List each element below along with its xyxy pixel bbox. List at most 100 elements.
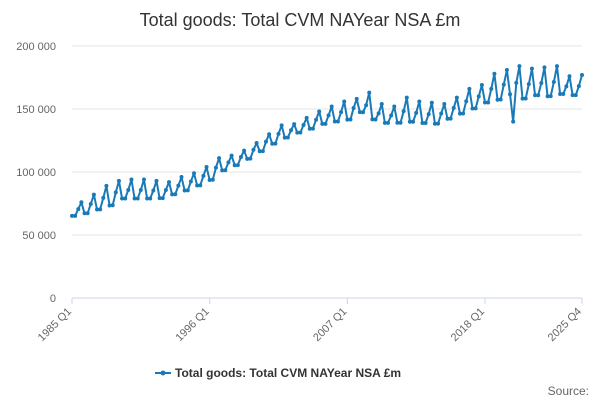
data-point[interactable]: [160, 196, 165, 201]
data-point[interactable]: [73, 213, 78, 218]
data-point[interactable]: [367, 90, 372, 95]
data-point[interactable]: [407, 119, 412, 124]
data-point[interactable]: [439, 111, 444, 116]
data-point[interactable]: [370, 117, 375, 122]
data-point[interactable]: [207, 178, 212, 183]
data-point[interactable]: [429, 100, 434, 105]
data-point[interactable]: [295, 130, 300, 135]
data-point[interactable]: [520, 96, 525, 101]
data-point[interactable]: [454, 95, 459, 100]
data-point[interactable]: [376, 111, 381, 116]
data-point[interactable]: [182, 188, 187, 193]
data-point[interactable]: [104, 183, 109, 188]
data-point[interactable]: [192, 171, 197, 176]
data-point[interactable]: [82, 211, 87, 216]
data-point[interactable]: [476, 94, 481, 99]
data-point[interactable]: [298, 130, 303, 135]
data-point[interactable]: [238, 155, 243, 160]
data-point[interactable]: [417, 99, 422, 104]
data-point[interactable]: [201, 173, 206, 178]
data-point[interactable]: [357, 110, 362, 115]
data-point[interactable]: [473, 106, 478, 111]
data-point[interactable]: [263, 139, 268, 144]
data-point[interactable]: [382, 120, 387, 125]
data-point[interactable]: [495, 97, 500, 102]
data-point[interactable]: [310, 126, 315, 131]
data-point[interactable]: [561, 92, 566, 97]
data-point[interactable]: [551, 80, 556, 85]
data-point[interactable]: [492, 71, 497, 76]
data-point[interactable]: [245, 156, 250, 161]
data-point[interactable]: [176, 183, 181, 188]
data-point[interactable]: [85, 211, 90, 216]
data-point[interactable]: [360, 110, 365, 115]
data-point[interactable]: [426, 112, 431, 117]
data-point[interactable]: [248, 156, 253, 161]
data-point[interactable]: [126, 187, 131, 192]
data-point[interactable]: [185, 188, 190, 193]
data-point[interactable]: [116, 178, 121, 183]
data-point[interactable]: [548, 94, 553, 99]
data-point[interactable]: [70, 213, 74, 218]
data-point[interactable]: [301, 123, 306, 127]
data-point[interactable]: [542, 65, 547, 70]
data-point[interactable]: [576, 84, 581, 89]
data-point[interactable]: [511, 119, 516, 124]
source-credit[interactable]: Source:: [548, 384, 589, 398]
data-point[interactable]: [517, 64, 522, 69]
data-point[interactable]: [235, 163, 240, 168]
data-point[interactable]: [270, 141, 275, 146]
data-point[interactable]: [420, 120, 425, 125]
data-point[interactable]: [504, 67, 509, 72]
data-point[interactable]: [101, 195, 106, 200]
data-point[interactable]: [335, 119, 340, 124]
data-point[interactable]: [442, 101, 447, 106]
data-point[interactable]: [129, 177, 134, 182]
data-point[interactable]: [395, 120, 400, 125]
data-point[interactable]: [148, 196, 153, 201]
data-point[interactable]: [554, 64, 559, 69]
data-point[interactable]: [342, 99, 347, 104]
data-point[interactable]: [217, 156, 222, 161]
data-point[interactable]: [267, 132, 272, 137]
data-point[interactable]: [461, 111, 466, 116]
data-point[interactable]: [314, 117, 319, 122]
data-point[interactable]: [138, 187, 143, 192]
data-point[interactable]: [98, 207, 103, 212]
data-point[interactable]: [536, 93, 541, 98]
data-point[interactable]: [320, 121, 325, 126]
data-point[interactable]: [329, 104, 334, 109]
data-point[interactable]: [573, 93, 578, 98]
data-point[interactable]: [398, 120, 403, 125]
data-point[interactable]: [141, 177, 146, 182]
data-point[interactable]: [107, 203, 112, 208]
data-point[interactable]: [486, 100, 491, 105]
data-point[interactable]: [95, 207, 100, 212]
data-point[interactable]: [501, 82, 506, 87]
data-point[interactable]: [432, 121, 437, 126]
data-point[interactable]: [251, 147, 256, 152]
data-point[interactable]: [373, 117, 378, 122]
data-point[interactable]: [76, 207, 81, 212]
data-point[interactable]: [414, 110, 419, 115]
data-point[interactable]: [539, 81, 544, 86]
data-point[interactable]: [132, 196, 137, 201]
data-point[interactable]: [580, 72, 584, 77]
data-point[interactable]: [213, 165, 218, 170]
data-point[interactable]: [401, 109, 406, 114]
data-point[interactable]: [198, 183, 203, 188]
data-point[interactable]: [157, 196, 162, 201]
data-point[interactable]: [170, 192, 175, 197]
data-point[interactable]: [285, 135, 290, 140]
data-point[interactable]: [464, 99, 469, 104]
data-point[interactable]: [173, 192, 178, 197]
data-point[interactable]: [404, 95, 409, 100]
data-point[interactable]: [317, 109, 322, 114]
data-point[interactable]: [289, 128, 294, 133]
data-point[interactable]: [379, 101, 384, 106]
data-point[interactable]: [392, 104, 397, 109]
data-point[interactable]: [226, 160, 231, 165]
data-point[interactable]: [260, 149, 265, 154]
data-point[interactable]: [179, 175, 184, 180]
data-point[interactable]: [483, 100, 488, 105]
